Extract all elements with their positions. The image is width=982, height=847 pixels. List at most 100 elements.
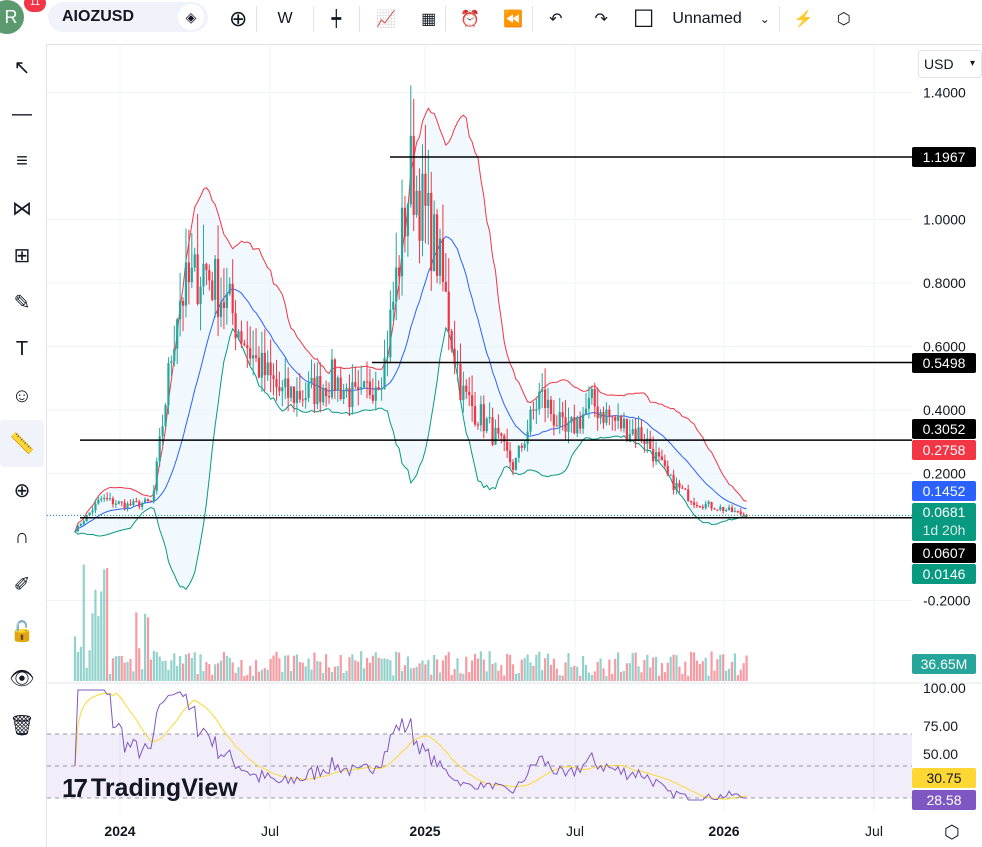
volume-bar (544, 658, 547, 681)
candle (704, 503, 707, 509)
candle (336, 377, 339, 391)
chevron-down-icon[interactable]: ⌄ (759, 12, 770, 26)
replay-icon[interactable]: ⏪ (503, 11, 524, 28)
diamond-icon[interactable]: ◈ (178, 4, 204, 30)
volume-bar (558, 675, 561, 681)
volume-bar (365, 657, 369, 681)
candle (354, 382, 357, 387)
volume-bar (336, 665, 339, 681)
indicators-icon[interactable]: 📈 (376, 11, 397, 28)
candle (544, 389, 547, 408)
volume-bar (383, 658, 386, 681)
volume-bar (573, 665, 576, 681)
candle (249, 348, 252, 359)
candles-icon[interactable]: ┿ (331, 11, 342, 28)
volume-bar (307, 658, 310, 681)
notification-badge: 11 (24, 0, 46, 12)
volume-bar (707, 675, 710, 681)
candle (202, 263, 205, 287)
lock-drawing-icon[interactable]: ✐ (13, 574, 31, 596)
candle (473, 406, 477, 425)
last-price-label: 0.0681 1d 20h (912, 503, 976, 541)
price-label-bb-upper: 0.2758 (912, 440, 976, 460)
rsi-line (74, 689, 747, 801)
lock-icon[interactable]: 🔓 (9, 621, 35, 643)
redo-icon[interactable]: ↷ (594, 11, 608, 28)
candle (146, 499, 150, 502)
volume-bar (351, 654, 354, 681)
trash-icon[interactable]: 🗑 (9, 715, 35, 737)
candle (211, 280, 214, 300)
volume-bar (716, 659, 719, 681)
volume-bar (82, 564, 85, 681)
volume-bar (170, 660, 173, 681)
templates-icon[interactable]: ▦ (421, 11, 437, 28)
volume-bar (730, 661, 734, 681)
candle (316, 376, 319, 405)
settings-hexagon-icon[interactable]: ⬡ (836, 11, 851, 28)
candle (643, 439, 646, 444)
candle (91, 510, 94, 513)
candle (126, 503, 129, 509)
candle (652, 448, 655, 462)
volume-bar (377, 657, 380, 681)
trend-line-icon[interactable]: — (12, 103, 32, 125)
undo-icon[interactable]: ↶ (549, 11, 563, 28)
zoom-icon[interactable]: ⊕ (13, 480, 31, 502)
magnet-icon[interactable]: ∩ (14, 526, 30, 548)
brush-icon[interactable]: ✎ (13, 292, 31, 314)
fib-icon[interactable]: ≡ (16, 150, 28, 172)
candle (628, 434, 631, 441)
volume-bar (254, 659, 258, 681)
volume-bar (456, 658, 459, 681)
chart-pane[interactable] (46, 44, 982, 847)
candle (179, 300, 182, 320)
text-icon[interactable]: T (15, 338, 29, 360)
time-tick: Jul (566, 823, 584, 839)
volume-bar (695, 660, 699, 681)
volume-bar (263, 668, 266, 681)
candle (278, 387, 281, 392)
volume-bar (403, 665, 407, 681)
candle (398, 267, 401, 277)
compare-plus-icon[interactable]: ⊕ (229, 6, 248, 31)
volume-bar (602, 668, 605, 681)
candle (158, 436, 161, 462)
volume-bar (590, 674, 593, 681)
candle (719, 507, 722, 510)
candle (403, 207, 407, 237)
volume-bar (149, 659, 153, 681)
tradingview-logo: 17 TradingView (62, 773, 238, 803)
volume-bar (164, 660, 167, 681)
volume-bar (392, 675, 395, 681)
price-tick: 0.4000 (923, 402, 966, 418)
layout-name[interactable]: Unnamed (672, 10, 742, 27)
quick-search-icon[interactable]: ⚡ (793, 11, 814, 28)
forecast-icon[interactable]: ⊞ (13, 245, 31, 267)
candle (421, 173, 424, 241)
ruler-icon[interactable]: 📏 (0, 420, 44, 467)
pattern-icon[interactable]: ⋈ (12, 198, 32, 220)
eye-icon[interactable]: 👁 (9, 668, 35, 690)
interval-button[interactable]: W (277, 10, 293, 27)
candle (216, 258, 220, 317)
emoji-icon[interactable]: ☺ (11, 385, 33, 407)
candle (240, 331, 243, 344)
settings-hexagon-icon[interactable]: ⬡ (944, 822, 960, 842)
currency-select[interactable]: USD ▾ (918, 50, 982, 78)
divider (256, 6, 258, 32)
candle (152, 490, 155, 502)
alert-icon[interactable]: ⏰ (460, 11, 481, 28)
price-tick: 1.4000 (923, 85, 966, 101)
candle (82, 521, 85, 525)
candle (468, 391, 471, 396)
cursor-icon[interactable]: ↖ (13, 57, 31, 79)
candle (389, 309, 392, 358)
volume-bar (313, 652, 316, 681)
volume-bar (532, 665, 535, 681)
layout-square-icon[interactable]: ☐ (632, 5, 655, 33)
volume-bar (541, 670, 544, 681)
volume-bar (88, 650, 91, 681)
candle (672, 474, 675, 491)
candle (307, 382, 310, 399)
